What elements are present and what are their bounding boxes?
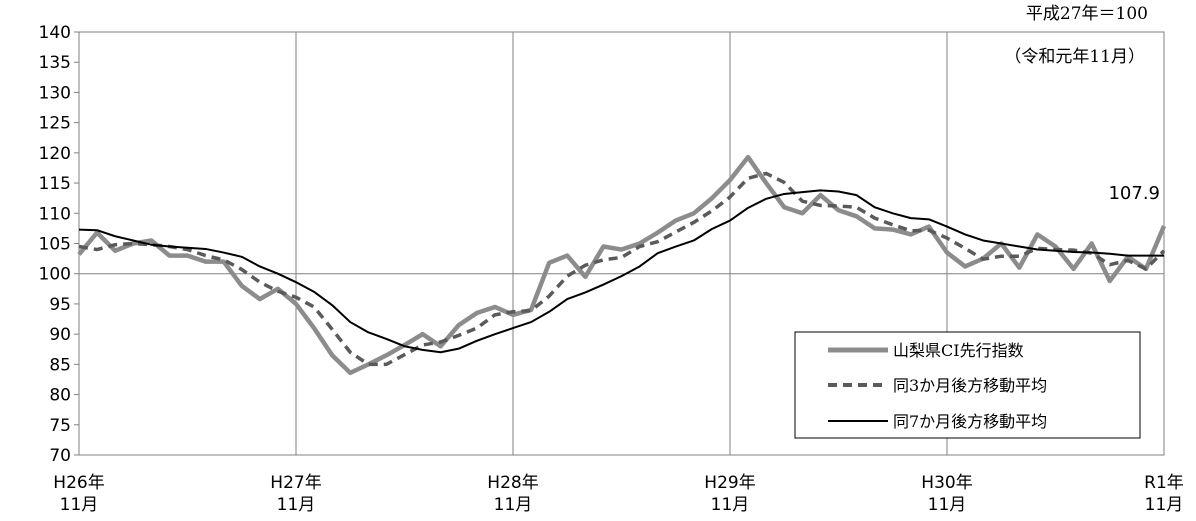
- x-tick-label-year: H29年: [704, 473, 755, 493]
- x-tick-label-month: 11月: [928, 495, 967, 515]
- legend-label-7m: 同7か月後方移動平均: [893, 412, 1047, 431]
- y-tick-label: 100: [39, 265, 71, 285]
- legend-label-3m: 同3か月後方移動平均: [893, 376, 1047, 395]
- x-tick-label-month: 11月: [711, 495, 750, 515]
- last-value-label: 107.9: [1108, 183, 1160, 204]
- series-lines: [77, 154, 1167, 376]
- y-axis: 70 75 80 85 90 95 100 105 110 115 120 125 130 135 140: [39, 23, 79, 466]
- legend-label-ci: 山梨県CI先行指数: [893, 341, 1024, 360]
- y-tick-label: 140: [39, 23, 71, 43]
- y-tick-label: 105: [39, 235, 71, 255]
- x-tick-label-year: H30年: [921, 473, 972, 493]
- y-tick-label: 125: [39, 114, 71, 134]
- y-tick-label: 135: [39, 53, 71, 73]
- x-tick-label-year: R1年: [1144, 473, 1184, 493]
- y-tick-label: 75: [49, 416, 71, 436]
- y-tick-label: 115: [39, 174, 71, 194]
- base-year-note: 平成27年＝100: [1026, 4, 1148, 24]
- x-axis: H26年11月H27年11月H28年11月H29年11月H30年11月R1年11…: [53, 473, 1184, 515]
- y-tick-label: 85: [49, 355, 71, 375]
- x-tick-label-year: H27年: [270, 473, 321, 493]
- y-tick-label: 95: [49, 295, 71, 315]
- date-note: （令和元年11月）: [1004, 47, 1145, 67]
- x-tick-label-month: 11月: [494, 495, 533, 515]
- x-tick-label-month: 11月: [60, 495, 99, 515]
- y-tick-label: 90: [49, 325, 71, 345]
- x-tick-label-month: 11月: [1145, 495, 1184, 515]
- y-tick-label: 120: [39, 144, 71, 164]
- legend: 山梨県CI先行指数 同3か月後方移動平均 同7か月後方移動平均: [794, 331, 1141, 439]
- y-tick-label: 110: [39, 204, 71, 224]
- x-tick-label-month: 11月: [277, 495, 316, 515]
- y-tick-label: 80: [49, 386, 71, 406]
- y-tick-label: 130: [39, 83, 71, 103]
- y-tick-label: 70: [49, 446, 71, 466]
- x-tick-label-year: H28年: [487, 473, 538, 493]
- series-line-3m-average: [78, 171, 1166, 367]
- x-tick-label-year: H26年: [53, 473, 104, 493]
- series-line-7m-average: [78, 189, 1164, 354]
